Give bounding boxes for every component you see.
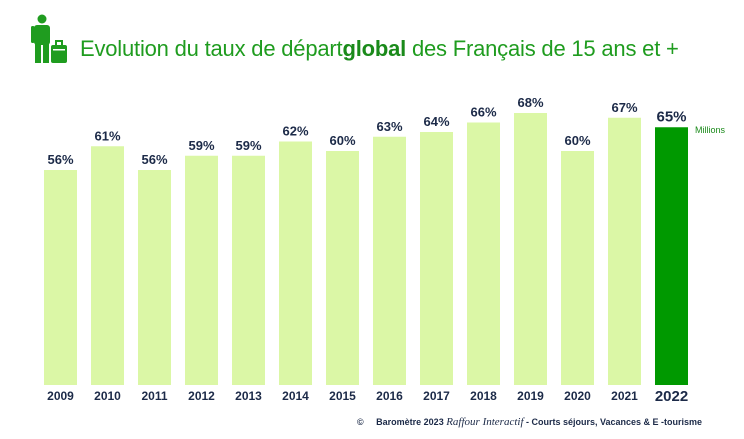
bar-2014 (279, 141, 312, 385)
value-label-2011: 56% (141, 152, 167, 167)
bar-2017 (420, 132, 453, 385)
source-text-1: Baromètre 2023 (376, 417, 447, 427)
title-part-1: Evolution du taux de départ (80, 36, 343, 61)
bar-2018 (467, 122, 500, 385)
bar-2022 (655, 127, 688, 385)
bar-2010 (91, 146, 124, 385)
value-label-2018: 66% (470, 105, 496, 120)
value-label-2012: 59% (188, 138, 214, 153)
year-label-2010: 2010 (94, 389, 121, 403)
bar-2013 (232, 155, 265, 385)
value-label-2021: 67% (611, 100, 637, 115)
bar-2020 (561, 151, 594, 385)
bar-2021 (608, 117, 641, 385)
bar-2016 (373, 136, 406, 385)
brand-name: Raffour Interactif (446, 416, 524, 428)
year-label-2019: 2019 (517, 389, 544, 403)
year-label-2012: 2012 (188, 389, 215, 403)
bar-2015 (326, 151, 359, 385)
year-label-2022: 2022 (655, 388, 688, 405)
bars-group (44, 113, 688, 385)
source-text-2: - Courts séjours, Vacances & E -tourisme (523, 417, 703, 427)
traveler-with-suitcase-icon (31, 14, 67, 63)
year-label-2020: 2020 (564, 389, 591, 403)
unit-label: Millions (695, 125, 726, 135)
year-label-2018: 2018 (470, 389, 497, 403)
value-label-2017: 64% (423, 114, 449, 129)
value-label-2020: 60% (564, 133, 590, 148)
year-label-2015: 2015 (329, 389, 356, 403)
year-label-2017: 2017 (423, 389, 450, 403)
value-label-2016: 63% (376, 119, 402, 134)
copyright-symbol: © (357, 417, 364, 427)
chart-title: Evolution du taux de départglobal des Fr… (80, 36, 679, 62)
year-label-2016: 2016 (376, 389, 403, 403)
year-label-2014: 2014 (282, 389, 309, 403)
value-label-2010: 61% (94, 128, 120, 143)
value-label-2014: 62% (282, 124, 308, 139)
year-label-2013: 2013 (235, 389, 262, 403)
value-label-2009: 56% (47, 152, 73, 167)
year-label-2011: 2011 (141, 389, 167, 403)
value-label-2022: 65% (656, 108, 686, 125)
bar-2012 (185, 155, 218, 385)
year-labels-group: 2009 2010 2011 2012 2013 2014 2015 2016 2017 2018… (47, 388, 688, 405)
year-label-2009: 2009 (47, 389, 74, 403)
title-part-2: des Français de 15 ans et + (406, 36, 679, 61)
value-label-2019: 68% (517, 95, 543, 110)
bar-2019 (514, 113, 547, 385)
value-labels-group: 56% 61% 56% 59% 59% 62% 60% 63% 64% 66% 68% 60% 67% 6… (47, 95, 686, 167)
bar-2009 (44, 170, 77, 385)
footer-source: © Baromètre 2023 Raffour Interactif - Co… (357, 416, 702, 428)
bar-2011 (138, 170, 171, 385)
value-label-2015: 60% (329, 133, 355, 148)
title-bold-word: global (342, 36, 407, 61)
value-label-2013: 59% (235, 138, 261, 153)
year-label-2021: 2021 (611, 389, 638, 403)
